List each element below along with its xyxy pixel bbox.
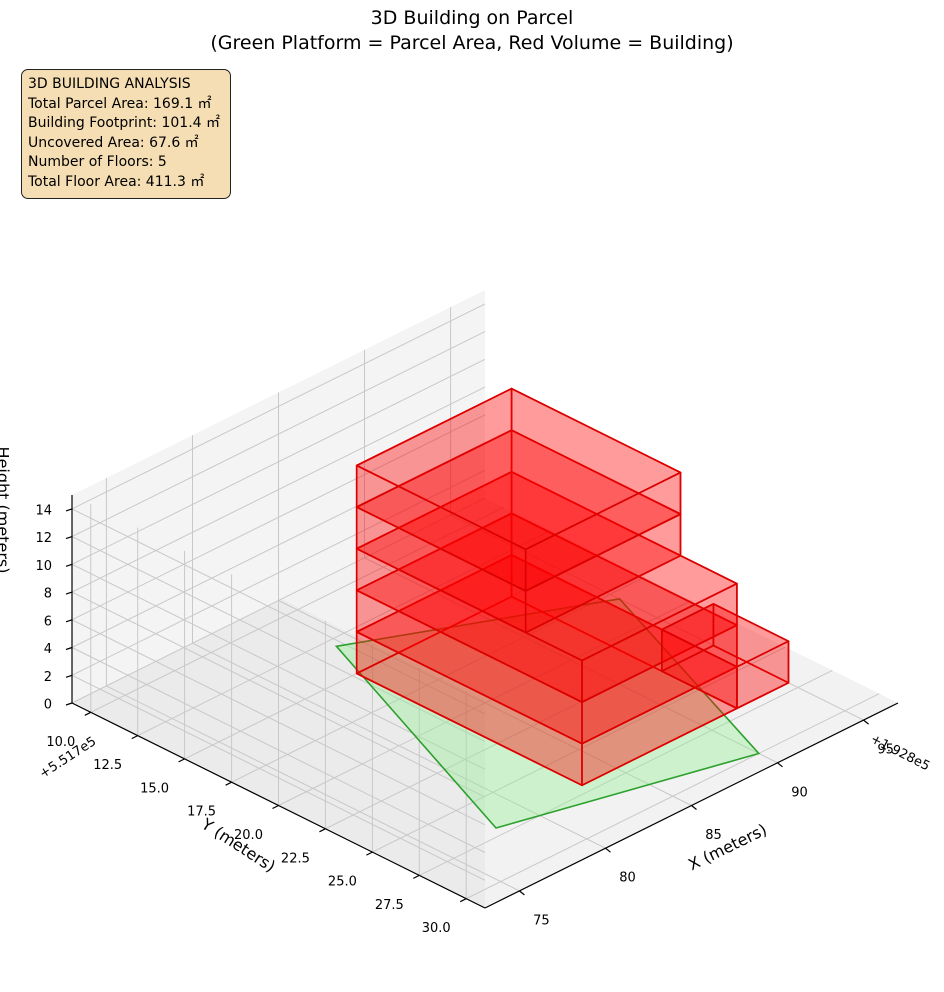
grid-line-y: [465, 693, 880, 900]
z-tick-label: 4: [44, 642, 52, 657]
y-tick: [459, 898, 467, 903]
grid-line-y: [231, 576, 645, 783]
y-tick-label: 30.0: [422, 921, 451, 936]
y-tick-label: 17.5: [187, 805, 216, 820]
z-tick-label: 12: [35, 531, 52, 546]
x-tick-label: 95: [877, 743, 894, 758]
x-tick: [691, 805, 697, 810]
x-tick: [863, 719, 869, 725]
z-tick: [65, 646, 73, 651]
chart-subtitle: (Green Platform = Parcel Area, Red Volum…: [210, 32, 734, 54]
x-tick: [519, 890, 525, 896]
grid-line-z: [71, 674, 486, 881]
info-heading: 3D BUILDING ANALYSIS: [28, 76, 191, 92]
y-tick-label: 15.0: [140, 781, 169, 796]
y-axis-label: Y (meters): [197, 814, 278, 876]
info-line-footprint: Building Footprint: 101.4 ㎡: [28, 115, 221, 131]
grid-line-z: [71, 536, 486, 743]
z-tick: [65, 536, 73, 540]
y-tick-label: 20.0: [234, 828, 263, 843]
building-face: [355, 387, 682, 551]
z-tick: [65, 508, 73, 512]
axis-lines: [65, 495, 899, 909]
grid-line-z: [71, 497, 486, 704]
building-floor: [660, 603, 790, 710]
info-line-parcel-area: Total Parcel Area: 169.1 ㎡: [28, 95, 212, 112]
z-tick-label: 0: [44, 698, 52, 713]
data-marks: [334, 387, 790, 829]
x-tick-label: 75: [533, 913, 550, 928]
y-tick-label: 12.5: [93, 758, 122, 773]
y-tick: [319, 828, 326, 833]
chart-title: 3D Building on Parcel: [370, 7, 574, 29]
z-tick: [65, 563, 73, 567]
parcel-platform: [334, 598, 761, 829]
x-axis-label: X (meters): [685, 820, 770, 874]
grid-line-z: [71, 619, 486, 826]
y-tick: [413, 874, 420, 879]
grid-line-z: [71, 358, 486, 565]
x-tick-label: 85: [705, 828, 722, 843]
y-tick: [225, 781, 232, 786]
y-tick-label: 10.0: [46, 735, 75, 750]
building-floor: [355, 554, 738, 787]
y-tick: [131, 735, 138, 740]
y-tick: [272, 804, 279, 810]
grid-line-y: [137, 530, 551, 737]
z-tick: [65, 591, 73, 595]
grid-line-y: [278, 600, 692, 806]
grid-line-z: [71, 563, 486, 770]
grid-line-z: [71, 414, 486, 621]
y-tick: [366, 851, 373, 856]
info-line-uncovered: Uncovered Area: 67.6 ㎡: [28, 134, 199, 151]
x-tick-label: 80: [619, 871, 636, 886]
z-tick-label: 10: [35, 559, 52, 574]
z-tick-label: 8: [44, 587, 52, 602]
z-axis-label: Height (meters): [0, 447, 13, 574]
building-floor: [355, 512, 738, 745]
grid-line-y: [372, 646, 786, 853]
y-tick-label: 25.0: [328, 875, 357, 890]
z-tick-label: 14: [35, 503, 52, 518]
x-tick: [605, 847, 611, 853]
z-tick-label: 6: [44, 614, 52, 629]
y-tick: [84, 711, 92, 716]
grid-line-y: [90, 506, 505, 713]
z-tick: [65, 619, 73, 623]
building-floor: [355, 429, 682, 634]
grid-line-y: [419, 669, 833, 876]
building-face: [660, 603, 790, 668]
z-tick: [65, 702, 73, 706]
grid-line-z: [71, 647, 486, 853]
grid-line-z: [71, 469, 486, 676]
x-tick: [777, 762, 783, 768]
building-floor: [355, 470, 738, 703]
info-line-floors: Number of Floors: 5: [28, 154, 167, 170]
analysis-info-box: 3D BUILDING ANALYSIS Total Parcel Area: …: [21, 69, 231, 199]
grid-line-z: [71, 331, 486, 538]
grid-line-z: [71, 591, 486, 798]
z-tick: [65, 674, 73, 678]
grid-line-z: [71, 386, 486, 593]
y-tick: [178, 758, 185, 763]
z-tick-label: 2: [44, 670, 52, 685]
x-tick-label: 90: [791, 785, 808, 800]
building-floor: [355, 387, 682, 592]
grid-line-z: [71, 442, 486, 648]
y-tick-label: 27.5: [375, 898, 404, 913]
y-tick-label: 22.5: [281, 851, 310, 866]
grid-line-z: [71, 303, 486, 510]
info-line-floor-area: Total Floor Area: 411.3 ㎡: [28, 173, 205, 190]
grid-line-z: [71, 508, 486, 715]
